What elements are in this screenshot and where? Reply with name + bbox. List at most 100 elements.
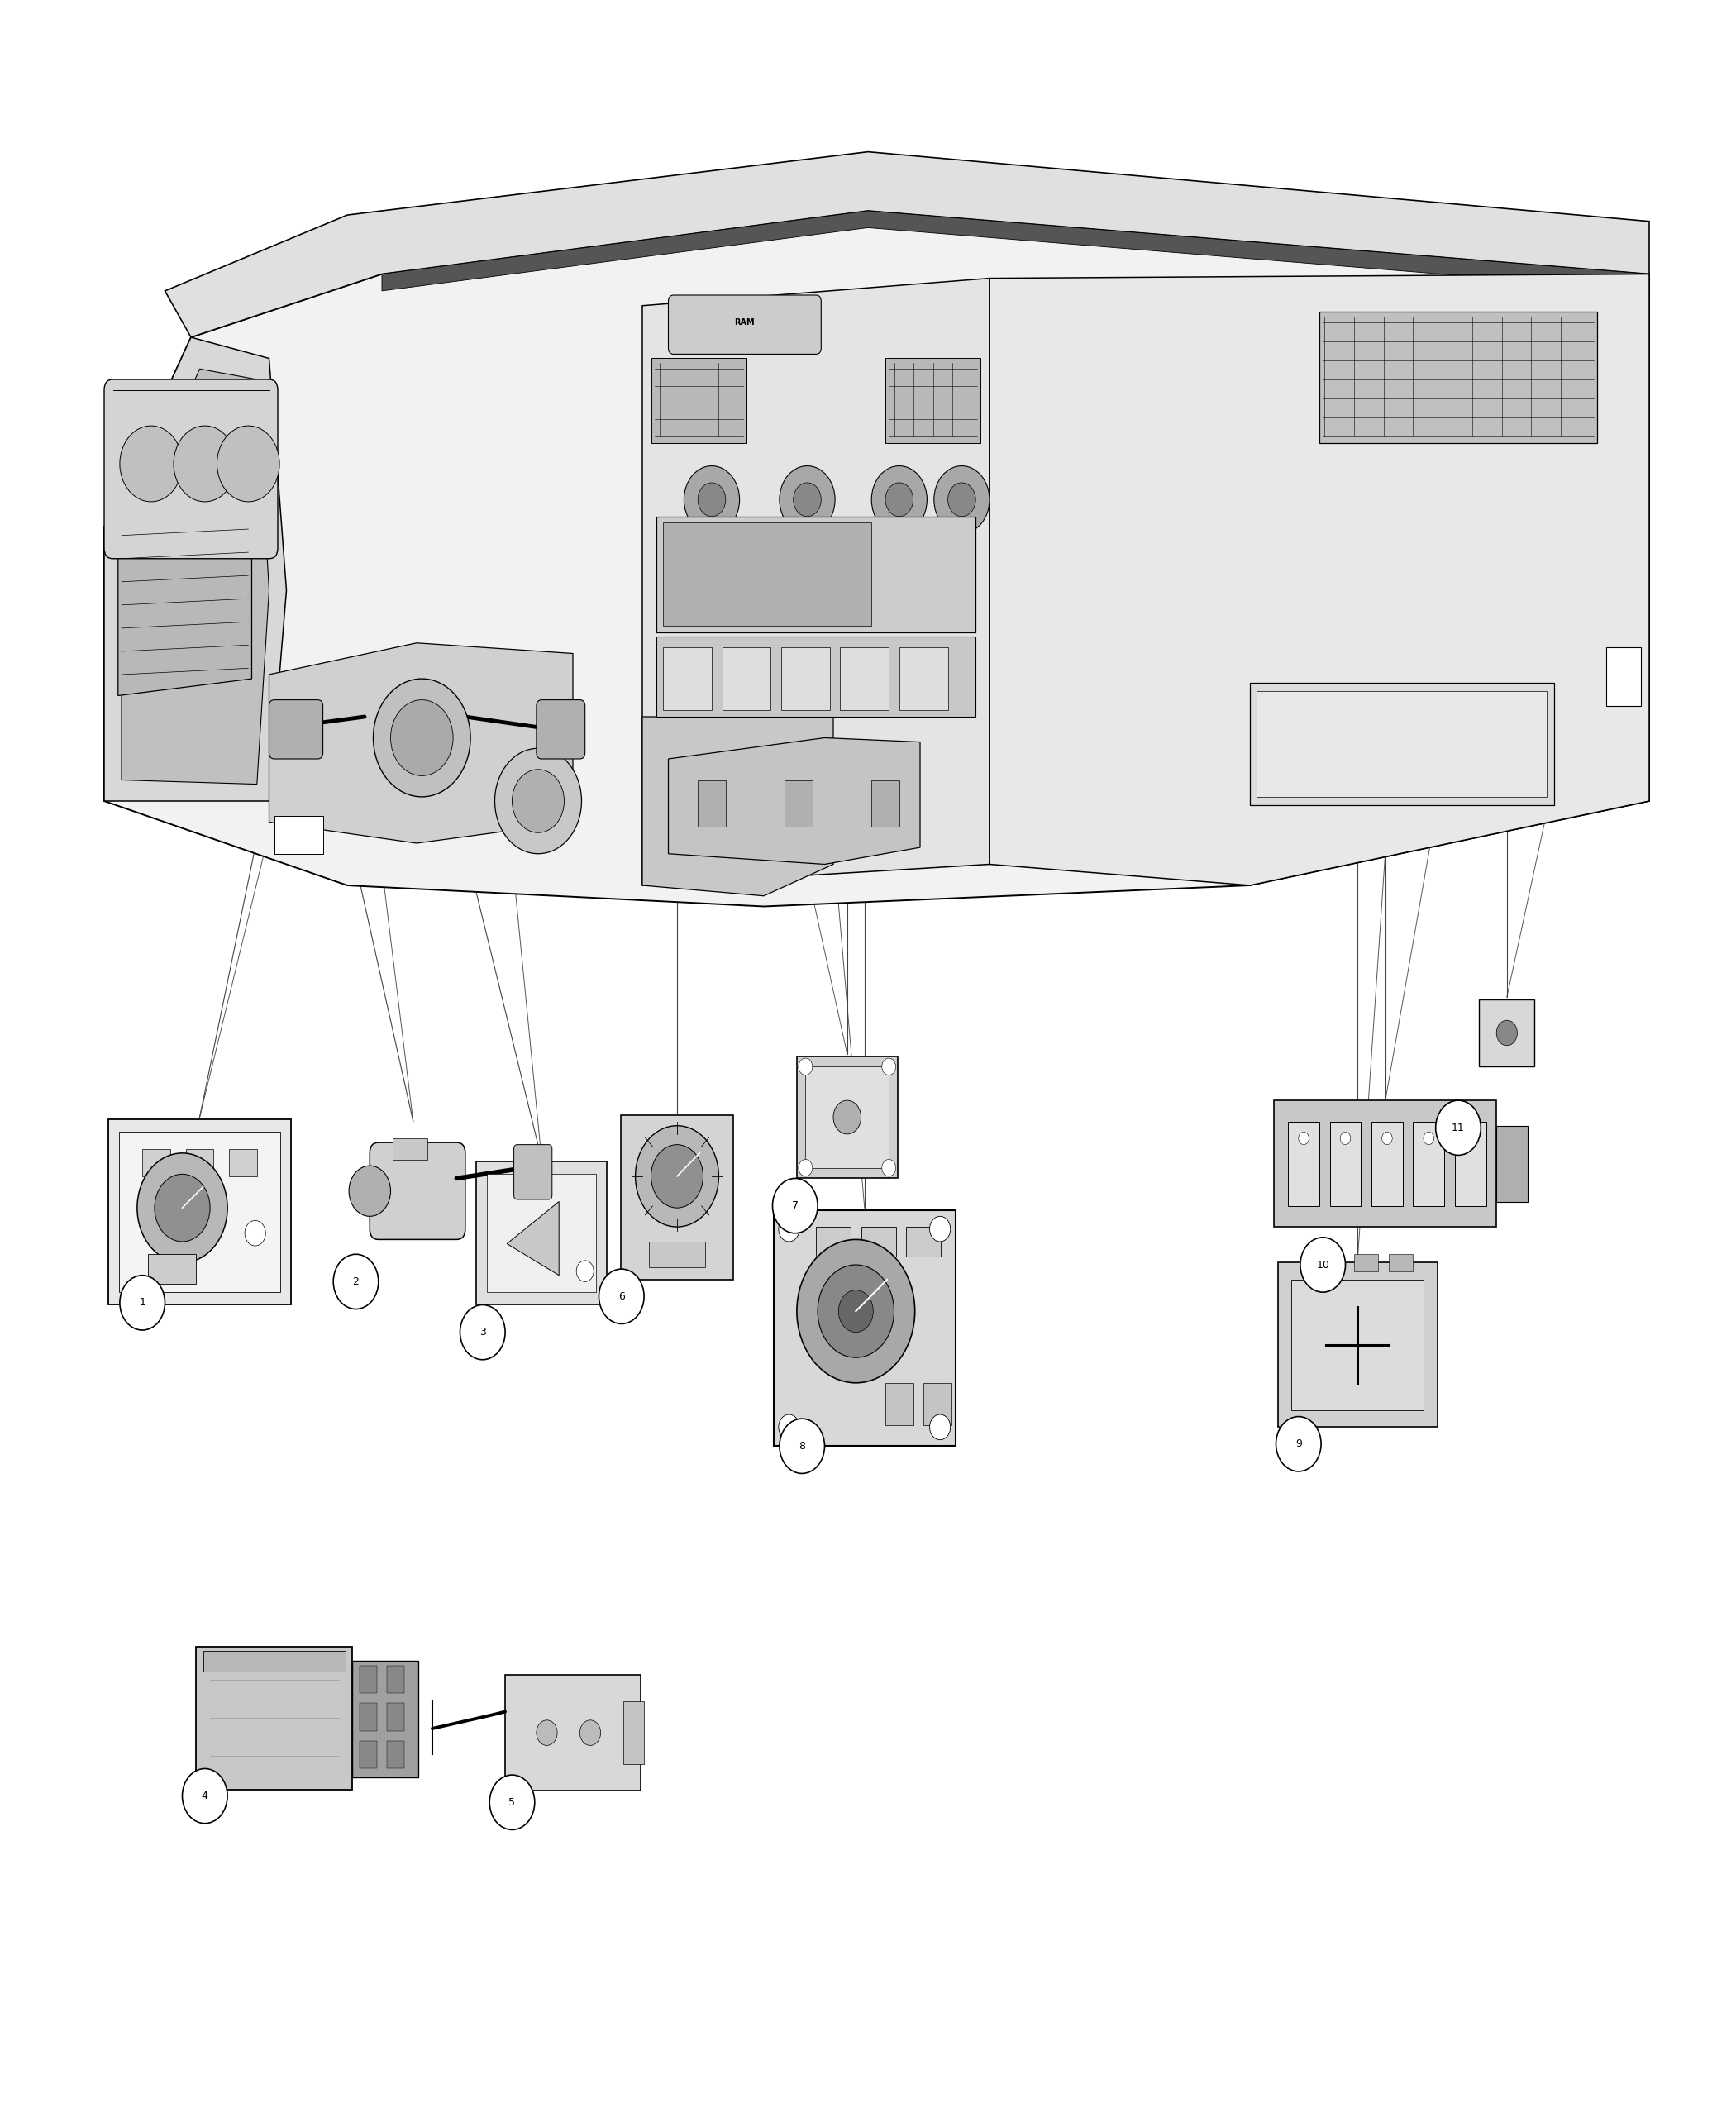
FancyBboxPatch shape <box>104 379 278 559</box>
Text: 6: 6 <box>618 1290 625 1303</box>
Polygon shape <box>165 152 1649 337</box>
Bar <box>486 1174 597 1292</box>
Circle shape <box>651 1145 703 1208</box>
Bar <box>785 780 812 826</box>
Polygon shape <box>668 738 920 864</box>
Bar <box>871 780 899 826</box>
Circle shape <box>948 483 976 516</box>
Bar <box>1288 1121 1319 1206</box>
Circle shape <box>779 466 835 533</box>
Text: 1: 1 <box>139 1296 146 1309</box>
Circle shape <box>773 1178 818 1233</box>
Polygon shape <box>642 717 833 896</box>
Circle shape <box>793 483 821 516</box>
Circle shape <box>778 1414 799 1440</box>
FancyBboxPatch shape <box>269 700 323 759</box>
Bar <box>108 1119 292 1305</box>
Circle shape <box>779 1419 825 1473</box>
Circle shape <box>155 1174 210 1242</box>
Circle shape <box>460 1305 505 1360</box>
Circle shape <box>698 483 726 516</box>
Bar <box>359 1703 377 1731</box>
Bar <box>505 1674 641 1792</box>
Circle shape <box>885 483 913 516</box>
Bar <box>118 1132 281 1292</box>
Bar <box>387 1741 404 1769</box>
Bar <box>1479 999 1535 1067</box>
Circle shape <box>174 426 236 502</box>
Circle shape <box>182 1769 227 1823</box>
Text: 9: 9 <box>1295 1438 1302 1450</box>
Bar <box>623 1701 644 1764</box>
Circle shape <box>930 1216 950 1242</box>
Bar <box>203 1651 345 1672</box>
Bar <box>663 523 871 626</box>
Text: 3: 3 <box>479 1326 486 1339</box>
Bar <box>1292 1280 1424 1410</box>
Bar <box>1278 1263 1437 1427</box>
Bar <box>816 1227 851 1256</box>
Bar <box>196 1646 352 1790</box>
Bar <box>387 1665 404 1693</box>
Bar <box>186 1149 214 1176</box>
Bar <box>649 1242 705 1267</box>
Circle shape <box>120 426 182 502</box>
Bar <box>861 1227 896 1256</box>
Bar <box>1455 1121 1486 1206</box>
Bar <box>274 816 323 854</box>
Bar <box>1257 691 1547 797</box>
Bar <box>392 1138 427 1159</box>
Circle shape <box>495 748 582 854</box>
Polygon shape <box>382 211 1649 291</box>
Circle shape <box>930 1414 950 1440</box>
Bar <box>840 647 889 710</box>
Polygon shape <box>269 643 573 843</box>
Bar <box>698 780 726 826</box>
Circle shape <box>882 1058 896 1075</box>
Circle shape <box>1299 1132 1309 1145</box>
Circle shape <box>512 769 564 833</box>
FancyBboxPatch shape <box>536 700 585 759</box>
Bar <box>1413 1121 1444 1206</box>
Polygon shape <box>507 1202 559 1275</box>
Bar <box>1354 1254 1378 1271</box>
Circle shape <box>871 466 927 533</box>
Bar <box>1319 312 1597 443</box>
Bar <box>1319 1254 1344 1271</box>
Circle shape <box>1465 1132 1476 1145</box>
Polygon shape <box>990 274 1649 885</box>
Bar <box>797 1056 898 1178</box>
Bar <box>885 1383 913 1425</box>
Text: 2: 2 <box>352 1275 359 1288</box>
Bar <box>352 1661 418 1777</box>
Bar <box>651 358 746 443</box>
Circle shape <box>882 1159 896 1176</box>
Text: 10: 10 <box>1316 1258 1330 1271</box>
Bar <box>476 1162 608 1305</box>
Polygon shape <box>122 369 269 784</box>
Bar <box>663 647 712 710</box>
Circle shape <box>838 1290 873 1332</box>
Circle shape <box>934 466 990 533</box>
Circle shape <box>373 679 470 797</box>
Circle shape <box>349 1166 391 1216</box>
Circle shape <box>833 1100 861 1134</box>
Bar <box>781 647 830 710</box>
Circle shape <box>599 1269 644 1324</box>
Circle shape <box>580 1720 601 1745</box>
Bar <box>621 1115 734 1280</box>
Bar <box>1371 1121 1403 1206</box>
Polygon shape <box>118 516 252 696</box>
Polygon shape <box>104 337 286 801</box>
Polygon shape <box>104 211 1649 906</box>
Text: 11: 11 <box>1451 1121 1465 1134</box>
Circle shape <box>120 1275 165 1330</box>
Bar <box>656 637 976 717</box>
Circle shape <box>576 1261 594 1282</box>
Text: RAM: RAM <box>734 318 755 327</box>
FancyBboxPatch shape <box>514 1145 552 1199</box>
Circle shape <box>799 1058 812 1075</box>
Bar <box>899 647 948 710</box>
Circle shape <box>778 1216 799 1242</box>
Bar <box>722 647 771 710</box>
